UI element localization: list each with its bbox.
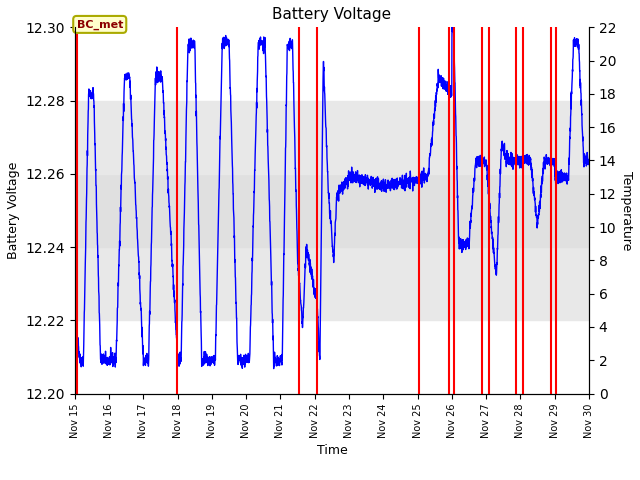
Y-axis label: Battery Voltage: Battery Voltage: [7, 162, 20, 259]
Bar: [75, 174, 589, 247]
Bar: [75, 100, 589, 174]
X-axis label: Time: Time: [317, 444, 348, 456]
Bar: [75, 247, 589, 320]
Title: Battery Voltage: Battery Voltage: [272, 7, 392, 22]
Text: BC_met: BC_met: [77, 19, 123, 30]
Y-axis label: Temperature: Temperature: [620, 171, 633, 250]
